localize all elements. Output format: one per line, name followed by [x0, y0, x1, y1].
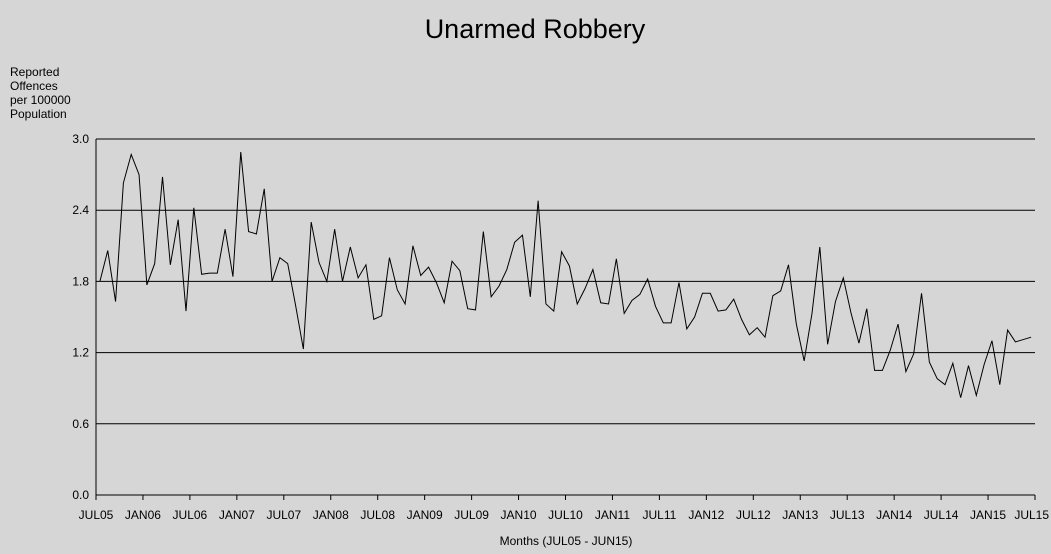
x-tick-label: JUL12 — [736, 508, 771, 522]
x-axis-label: Months (JUL05 - JUN15) — [500, 534, 633, 548]
x-tick-label: JAN09 — [407, 508, 443, 522]
y-tick-label: 0.0 — [72, 488, 89, 502]
x-tick-labels: JUL05 JAN06 JUL06 JAN07 JUL07 JAN08 JUL08 JAN09… — [79, 508, 1050, 522]
y-tick-label: 1.8 — [72, 274, 89, 288]
x-tick-label: JAN08 — [313, 508, 349, 522]
x-tick-label: JUL15 — [1014, 508, 1049, 522]
x-tick-label: JUL13 — [830, 508, 865, 522]
x-tick-label: JAN12 — [688, 508, 724, 522]
series-line — [99, 152, 1032, 398]
chart-title: Unarmed Robbery — [425, 14, 646, 44]
x-tick-label: JUL11 — [643, 508, 677, 522]
y-axis-label-line: Population — [10, 107, 67, 121]
y-axis-label-line: Offences — [10, 79, 58, 93]
x-tick-label: JAN10 — [501, 508, 537, 522]
x-tick-label: JAN07 — [219, 508, 255, 522]
x-tick-label: JUL14 — [924, 508, 959, 522]
gridlines — [96, 138, 1035, 425]
y-tick-label: 1.2 — [72, 346, 89, 360]
y-axis-label-line: per 100000 — [10, 93, 71, 107]
y-tick-label: 2.4 — [72, 203, 89, 217]
series-group — [99, 152, 1032, 398]
axes — [95, 139, 1036, 500]
y-tick-label: 0.6 — [72, 417, 89, 431]
x-tick-label: JAN14 — [876, 508, 912, 522]
x-tick-label: JUL09 — [454, 508, 489, 522]
x-tick-label: JAN06 — [125, 508, 161, 522]
x-tick-label: JUL10 — [548, 508, 583, 522]
y-tick-labels: 0.0 0.6 1.2 1.8 2.4 3.0 — [72, 132, 89, 502]
x-tick-label: JUL05 — [79, 508, 114, 522]
x-tick-label: JAN11 — [595, 508, 630, 522]
y-axis-label-line: Reported — [10, 65, 59, 79]
x-tick-label: JUL07 — [266, 508, 301, 522]
x-tick-label: JUL08 — [360, 508, 395, 522]
y-tick-label: 3.0 — [72, 132, 89, 146]
x-tick-label: JAN13 — [782, 508, 818, 522]
x-tick-label: JUL06 — [173, 508, 208, 522]
x-tick-label: JAN15 — [970, 508, 1006, 522]
